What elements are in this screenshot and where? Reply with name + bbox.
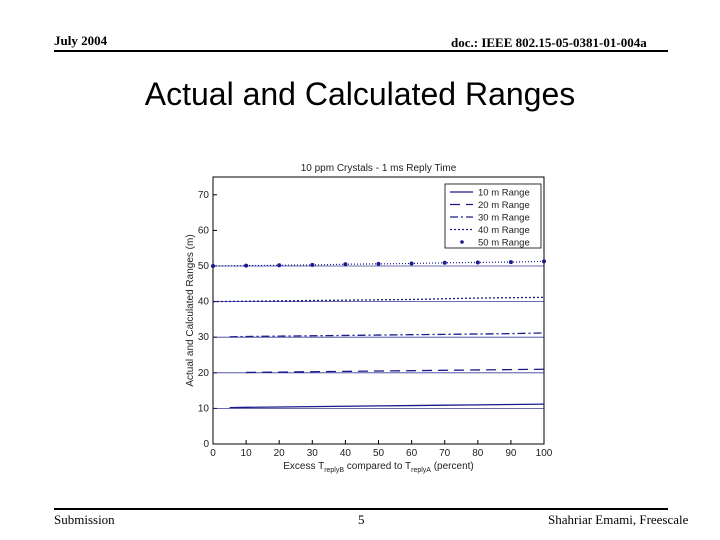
x-tick-label: 20	[274, 448, 286, 459]
y-tick-label: 60	[198, 225, 210, 236]
y-tick-label: 0	[203, 439, 209, 450]
legend-box	[444, 183, 542, 249]
y-tick-label: 70	[198, 190, 210, 201]
series-line	[212, 296, 545, 303]
y-tick-label: 50	[198, 261, 210, 272]
y-axis-label: Actual and Calculated Ranges (m)	[185, 234, 196, 386]
y-tick-label: 30	[198, 332, 210, 343]
series-line	[229, 332, 545, 338]
slide-title: Actual and Calculated Ranges	[144, 76, 576, 112]
x-tick-label: 100	[536, 448, 553, 459]
x-tick-label: 10	[241, 448, 253, 459]
x-tick-label: 30	[307, 448, 319, 459]
x-tick-label: 0	[210, 448, 216, 459]
series-line	[246, 368, 545, 374]
x-axis-label: Excess TreplyB compared to TreplyA (perc…	[283, 461, 474, 474]
legend-marker	[460, 240, 464, 244]
footer-rule	[54, 508, 668, 510]
header-date: July 2004	[54, 33, 108, 48]
x-tick-label: 60	[406, 448, 418, 459]
header-rule	[54, 50, 668, 52]
series-line	[212, 260, 545, 267]
legend-label: 30 m Range	[478, 213, 530, 224]
header-doc-id: doc.: IEEE 802.15-05-0381-01-004a	[451, 35, 647, 50]
footer-page-number: 5	[358, 512, 365, 527]
y-tick-label: 20	[198, 368, 210, 379]
range-chart: 10 ppm Crystals - 1 ms Reply Time 0 10 20 30…	[185, 163, 553, 474]
x-tick-label: 90	[505, 448, 517, 459]
footer-submission: Submission	[54, 512, 115, 527]
y-tick-label: 10	[198, 403, 210, 414]
series-line	[229, 403, 545, 409]
chart-title: 10 ppm Crystals - 1 ms Reply Time	[301, 163, 457, 174]
legend-label: 40 m Range	[478, 225, 530, 236]
y-tick-label: 40	[198, 297, 210, 308]
x-tick-label: 80	[472, 448, 484, 459]
legend-label: 10 m Range	[478, 188, 530, 199]
x-tick-label: 70	[439, 448, 451, 459]
legend-label: 20 m Range	[478, 200, 530, 211]
legend-label: 50 m Range	[478, 238, 530, 249]
point-marker	[542, 259, 546, 264]
footer-author: Shahriar Emami, Freescale	[548, 512, 689, 527]
x-tick-label: 40	[340, 448, 352, 459]
x-tick-label: 50	[373, 448, 385, 459]
